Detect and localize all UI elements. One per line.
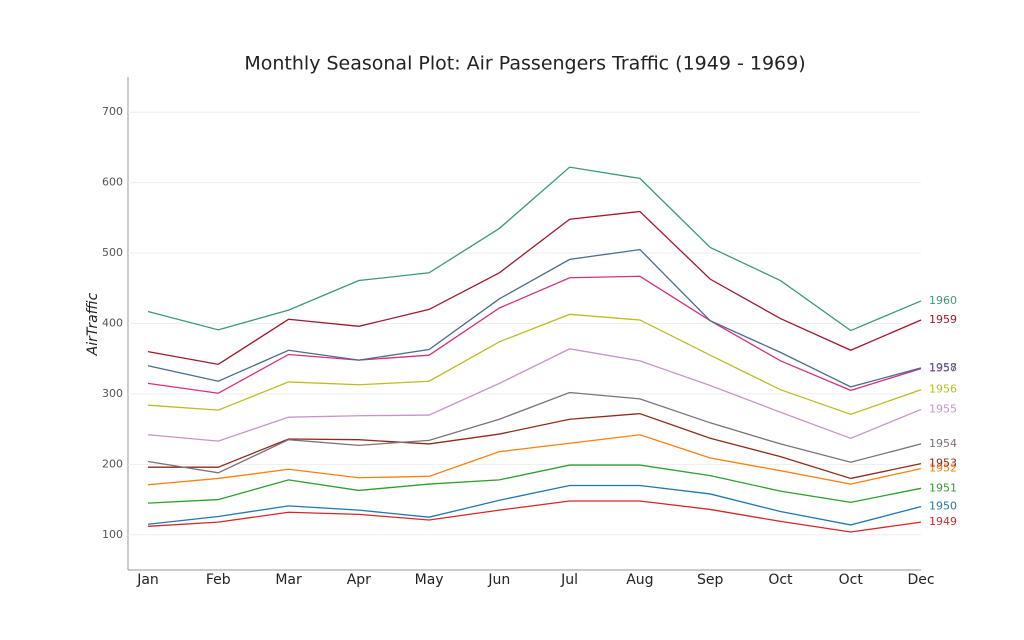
series-label: 1950 — [929, 500, 957, 513]
series-label: 1949 — [929, 515, 957, 528]
x-tick-label: Apr — [347, 572, 371, 588]
y-tick-label: 500 — [102, 246, 123, 259]
x-tick-label: May — [415, 572, 444, 588]
x-tick-label: Feb — [206, 572, 231, 588]
x-tick-label: Jan — [136, 572, 159, 588]
y-tick-label: 400 — [102, 317, 123, 330]
series-label: 1951 — [929, 481, 957, 494]
y-tick-label: 200 — [102, 457, 123, 470]
x-tick-label: Mar — [275, 572, 302, 588]
y-tick-label: 600 — [102, 176, 123, 189]
x-tick-label: Sep — [697, 572, 724, 588]
y-tick-label: 300 — [102, 387, 123, 400]
series-line — [147, 275, 922, 394]
series-label: 1958 — [929, 361, 957, 374]
series-line — [148, 412, 922, 480]
series-line — [147, 500, 922, 533]
series-line — [147, 166, 922, 332]
x-tick-label: Dec — [907, 572, 934, 588]
series-label: 1955 — [929, 402, 957, 415]
y-tick-label: 100 — [102, 528, 123, 541]
series-label: 1959 — [929, 313, 957, 326]
series-line — [147, 248, 922, 388]
series-line — [147, 464, 922, 504]
series-line — [147, 210, 922, 366]
x-tick-label: Jun — [487, 572, 510, 588]
x-tick-label: Oct — [768, 572, 793, 588]
series-label: 1952 — [929, 462, 957, 475]
x-tick-label: Oct — [839, 572, 864, 588]
x-tick-label: Aug — [626, 572, 653, 588]
chart-title: Monthly Seasonal Plot: Air Passengers Tr… — [244, 53, 805, 75]
series-label: 1956 — [929, 383, 957, 396]
series-label: 1953 — [929, 457, 957, 470]
y-tick-label: 700 — [102, 105, 123, 118]
series-label: 1957 — [929, 362, 957, 375]
series-line — [147, 434, 922, 486]
y-axis-label: AirTraffic — [85, 292, 101, 356]
series-line — [147, 484, 922, 526]
series-line — [147, 348, 922, 442]
series-line — [147, 313, 922, 416]
series-label: 1960 — [929, 294, 957, 307]
x-tick-label: Jul — [560, 572, 578, 588]
series-label: 1954 — [929, 437, 957, 450]
series-line — [147, 391, 922, 474]
